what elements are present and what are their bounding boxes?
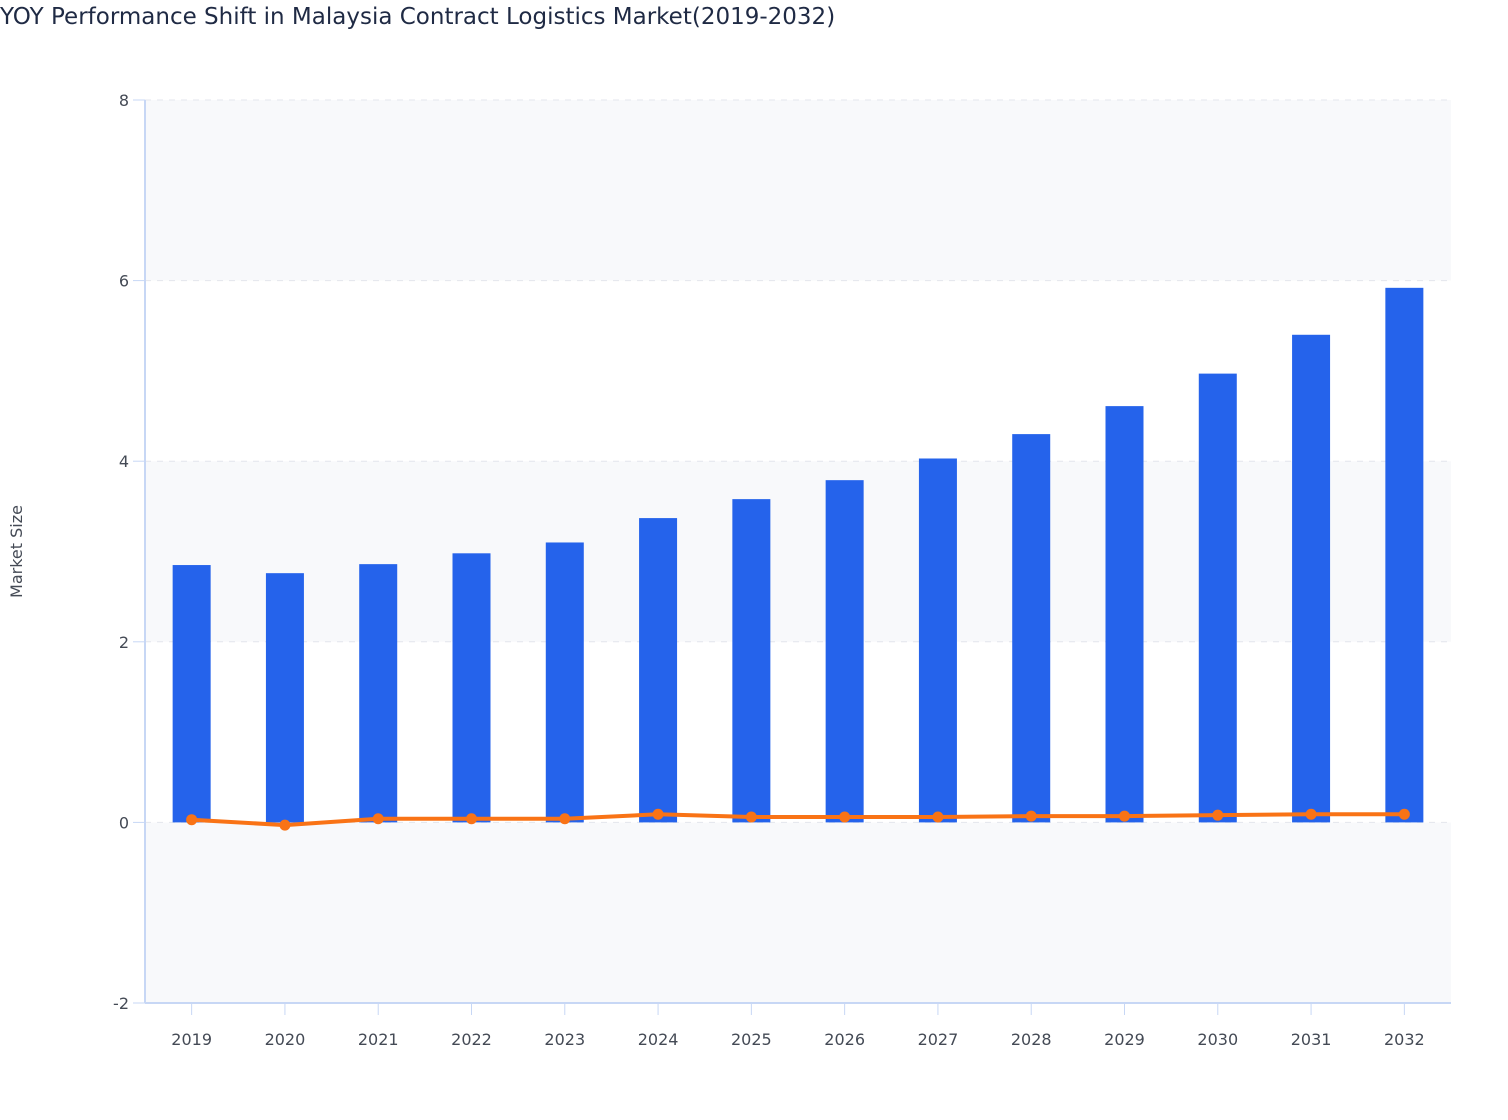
line-point: [1305, 808, 1317, 820]
line-point: [279, 819, 291, 831]
x-tick-label: 2023: [544, 1030, 585, 1049]
bar: [1385, 287, 1424, 823]
plot-band: [145, 100, 1451, 281]
y-tick-label: 2: [119, 633, 129, 652]
line-point: [1025, 810, 1037, 822]
bar: [359, 564, 398, 823]
y-tick-label: 6: [119, 272, 129, 291]
bar: [918, 458, 957, 823]
bar: [639, 518, 678, 823]
x-tick-label: 2032: [1384, 1030, 1425, 1049]
line-point: [559, 813, 571, 825]
line-point: [839, 811, 851, 823]
x-tick-label: 2025: [731, 1030, 772, 1049]
plot-band: [145, 280, 1451, 462]
line-point: [1212, 809, 1224, 821]
bar: [1105, 406, 1144, 823]
plot-band: [145, 461, 1451, 642]
x-tick-label: 2028: [1011, 1030, 1052, 1049]
x-tick-label: 2020: [265, 1030, 306, 1049]
x-tick-label: 2031: [1291, 1030, 1332, 1049]
bar: [1198, 373, 1237, 823]
bar: [825, 480, 864, 823]
bar: [545, 542, 584, 823]
y-tick-label: -2: [113, 994, 129, 1013]
y-tick-label: 0: [119, 813, 129, 832]
x-tick-label: 2030: [1197, 1030, 1238, 1049]
line-series: [191, 812, 1405, 828]
plot-band: [145, 641, 1451, 823]
y-tick-label: 4: [119, 452, 129, 471]
x-tick-label: 2019: [171, 1030, 212, 1049]
line-point: [1119, 810, 1130, 822]
bar: [732, 499, 771, 823]
chart-title: YOY Performance Shift in Malaysia Contra…: [0, 4, 836, 30]
line-point: [932, 811, 944, 823]
line-point: [372, 813, 384, 825]
x-tick-label: 2026: [824, 1030, 865, 1049]
bar: [172, 565, 211, 823]
line-point: [466, 813, 477, 825]
x-tick-label: 2022: [451, 1030, 492, 1049]
x-tick-label: 2021: [358, 1030, 399, 1049]
line-point: [745, 811, 757, 823]
x-tick-label: 2024: [638, 1030, 679, 1049]
line-point: [652, 808, 664, 820]
bar: [452, 553, 491, 823]
x-tick-label: 2027: [918, 1030, 959, 1049]
bar: [265, 573, 304, 823]
plot-band: [145, 822, 1451, 1003]
y-axis-title: Market Size: [7, 505, 26, 598]
y-tick-label: 8: [119, 91, 129, 110]
bar: [1292, 334, 1331, 823]
bar: [1012, 434, 1051, 823]
x-tick-label: 2029: [1104, 1030, 1145, 1049]
line-point: [1398, 808, 1410, 820]
line-point: [186, 814, 198, 826]
